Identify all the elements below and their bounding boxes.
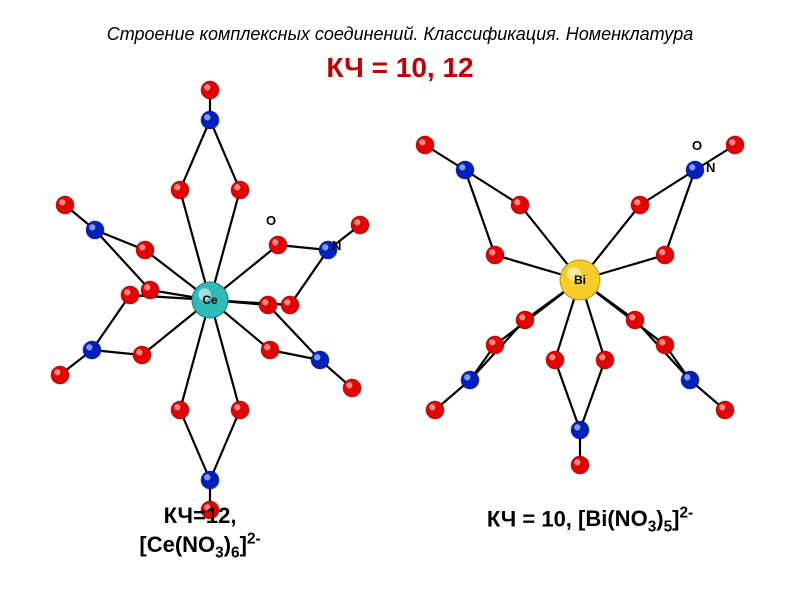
caption-right-formula: [Bi(NO3)5]2- bbox=[578, 506, 693, 531]
svg-text:Bi: Bi bbox=[574, 273, 586, 287]
caption-left: КЧ=12, [Ce(NO3)6]2- bbox=[60, 502, 340, 562]
left-atom-label-n: N bbox=[332, 238, 341, 253]
caption-left-formula: [Ce(NO3)6]2- bbox=[139, 532, 260, 557]
left-atom-label-o: O bbox=[266, 213, 276, 228]
right-atom-label-n: N bbox=[706, 160, 715, 175]
caption-left-cn: КЧ=12, bbox=[164, 503, 237, 528]
right-atom-label-o: O bbox=[692, 138, 702, 153]
caption-right: КЧ = 10, [Bi(NO3)5]2- bbox=[420, 505, 760, 537]
caption-right-cn: КЧ = 10, bbox=[487, 506, 578, 531]
